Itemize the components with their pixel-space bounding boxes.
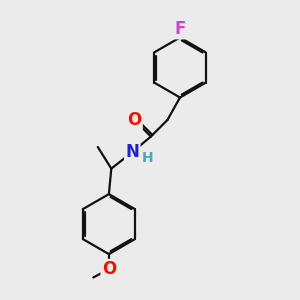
Text: N: N [125, 143, 139, 161]
Text: H: H [142, 151, 154, 164]
Text: O: O [127, 111, 142, 129]
Text: O: O [102, 260, 116, 278]
Text: F: F [174, 20, 186, 38]
